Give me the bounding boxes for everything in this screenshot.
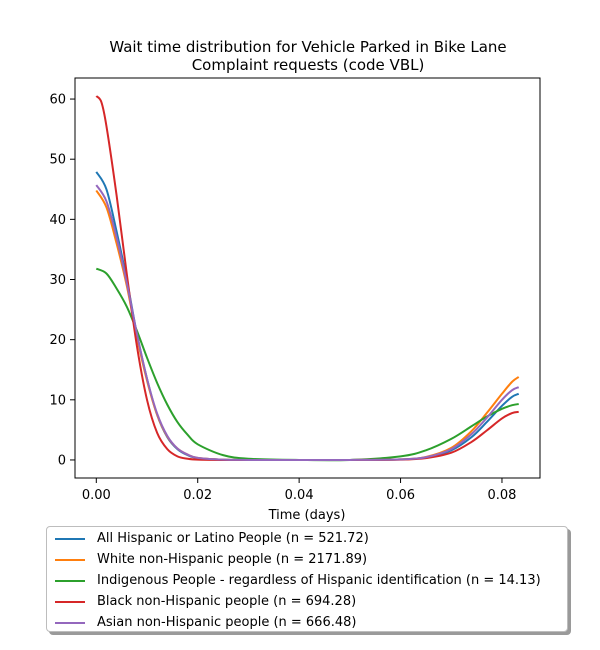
series-layer — [95, 95, 520, 462]
series-line-4 — [95, 184, 520, 461]
chart-title-line-1: Wait time distribution for Vehicle Parke… — [109, 38, 506, 56]
legend-item: White non-Hispanic people (n = 2171.89) — [55, 549, 367, 570]
legend-label: Indigenous People - regardless of Hispan… — [97, 573, 541, 588]
y-tick-label: 30 — [49, 273, 66, 288]
y-tick-label: 0 — [58, 453, 66, 468]
x-tick-label: 0.08 — [487, 488, 516, 503]
y-tick-label: 10 — [49, 393, 66, 408]
series-line-0 — [95, 171, 520, 461]
legend-item: Black non-Hispanic people (n = 694.28) — [55, 591, 356, 612]
plot-area-frame — [74, 77, 541, 479]
legend-swatch — [55, 558, 85, 561]
legend-item: Asian non-Hispanic people (n = 666.48) — [55, 612, 356, 633]
legend-label: White non-Hispanic people (n = 2171.89) — [97, 552, 368, 567]
legend-swatch — [55, 621, 85, 624]
y-tick-label: 40 — [49, 213, 66, 228]
chart-title-line-2: Complaint requests (code VBL) — [192, 56, 425, 74]
x-axis: 0.00 0.02 0.04 0.06 0.08 — [82, 478, 516, 503]
x-axis-label: Time (days) — [268, 508, 346, 523]
legend-swatch — [55, 537, 85, 540]
legend-item: Indigenous People - regardless of Hispan… — [55, 570, 541, 591]
series-line-3 — [95, 95, 519, 461]
y-tick-label: 20 — [49, 333, 66, 348]
legend-swatch — [55, 600, 85, 603]
legend-swatch — [55, 579, 85, 582]
y-tick-label: 50 — [49, 153, 66, 168]
legend-item: All Hispanic or Latino People (n = 521.7… — [55, 528, 369, 549]
legend-label: Black non-Hispanic people (n = 694.28) — [97, 594, 357, 609]
x-tick-label: 0.00 — [82, 488, 111, 503]
y-tick-label: 60 — [49, 93, 66, 108]
legend: All Hispanic or Latino People (n = 521.7… — [46, 526, 568, 632]
x-tick-label: 0.04 — [285, 488, 314, 503]
y-axis: 0 10 20 30 40 50 60 — [49, 93, 75, 468]
legend-label: All Hispanic or Latino People (n = 521.7… — [97, 531, 369, 546]
series-line-2 — [95, 267, 519, 462]
x-tick-label: 0.02 — [183, 488, 212, 503]
x-tick-label: 0.06 — [386, 488, 415, 503]
legend-label: Asian non-Hispanic people (n = 666.48) — [97, 615, 357, 630]
